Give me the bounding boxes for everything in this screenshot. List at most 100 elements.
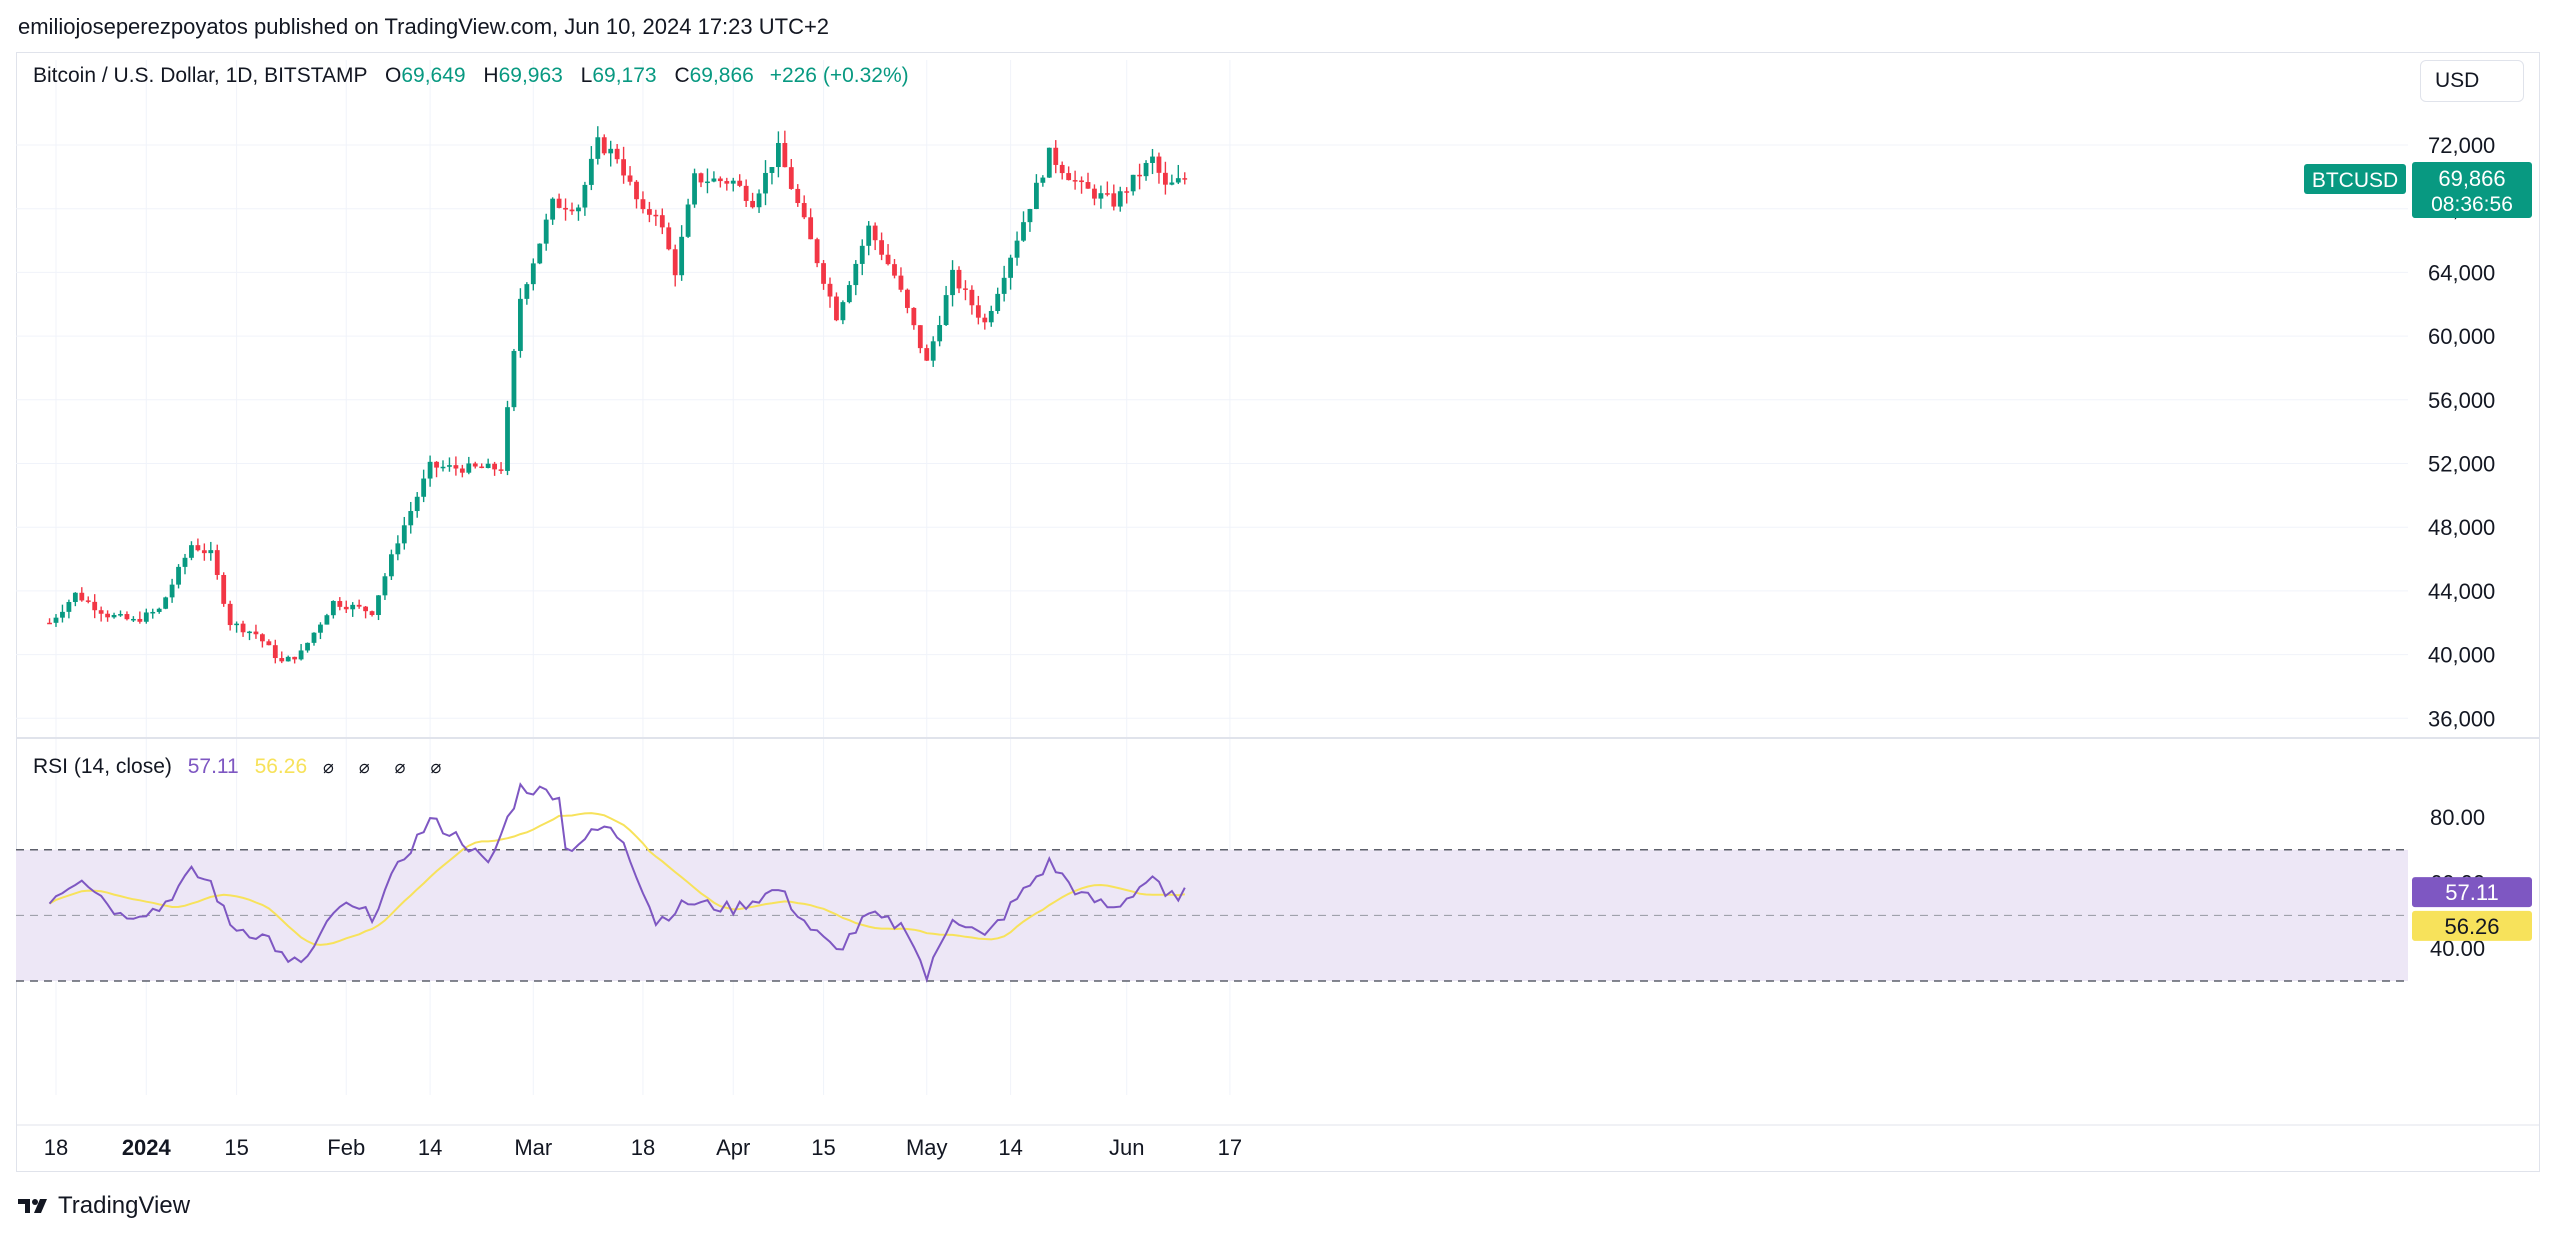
candle-up [447,465,452,467]
tradingview-logo-icon [18,1199,47,1213]
candle-down [266,641,272,646]
candle-down [795,188,801,204]
candle-up [576,207,581,212]
price-tick-label: 36,000 [2428,706,2495,731]
candle-up [311,632,317,643]
candle-up [524,284,530,299]
candle-down [614,148,620,160]
candle-down [1156,156,1162,173]
candle-down [969,289,975,306]
candle-up [537,243,543,264]
rsi-label[interactable]: RSI (14, close) [33,755,172,778]
candle-down [1085,182,1091,189]
tradingview-brand[interactable]: TradingView [18,1192,190,1220]
date-tick-label: 14 [998,1135,1022,1160]
candle-up [324,615,330,625]
price-tick-label: 40,000 [2428,643,2495,668]
candle-down [956,269,962,289]
candle-up [382,576,388,596]
price-legend: Bitcoin / U.S. Dollar, 1D, BITSTAMP O69,… [33,64,909,88]
candle-down [724,181,730,184]
candle-up [1046,147,1052,178]
candle-down [1124,191,1130,193]
date-tick-label: Jun [1109,1135,1144,1160]
price-tick-label: 44,000 [2428,579,2495,604]
candle-up [756,193,762,208]
candle-down [898,275,904,290]
candle-up [595,137,601,159]
candle-down [1163,172,1168,185]
rsi-line [48,782,1186,984]
brand-name: TradingView [58,1192,191,1219]
rsi-legend: RSI (14, close) 57.11 56.26 ⌀ ⌀ ⌀ ⌀ [33,755,451,779]
high-value: 69,963 [498,64,563,87]
price-tick-label: 56,000 [2428,388,2495,413]
candle-down [1059,164,1065,174]
candle-down [124,614,130,620]
candle-up [1143,162,1149,177]
price-badge-countdown: 08:36:56 [2431,193,2513,216]
candle-down [634,181,639,200]
candle-down [1066,173,1072,181]
symbol-label[interactable]: Bitcoin / U.S. Dollar, 1D, BITSTAMP [33,64,368,87]
candle-down [808,217,814,240]
price-tick-label: 60,000 [2428,324,2495,349]
candle-up [330,601,336,616]
candle-up [118,614,123,616]
candle-down [227,603,233,626]
candle-up [182,557,188,567]
rsi-ma-line [49,812,1185,946]
candle-down [1137,174,1142,177]
rsi-lines [48,782,1186,984]
rsi-band-area [16,849,2408,982]
candle-down [621,159,626,176]
candle-up [1098,193,1104,199]
currency-button[interactable]: USD [2420,60,2524,102]
candle-down [363,606,368,612]
open-value: 69,649 [401,64,466,87]
candle-down [137,618,143,622]
candle-down [905,289,910,308]
candle-up [776,142,781,168]
candle-up [234,623,239,626]
candle-up [401,525,407,544]
candle-down [356,604,362,607]
candle-up [866,225,872,246]
rsi-ma-badge [2412,910,2532,941]
date-tick-label: 2024 [122,1135,172,1160]
candle-up [859,245,865,264]
candle-up [730,180,736,184]
date-tick-label: Feb [327,1135,365,1160]
candle-down [982,317,988,323]
candle-up [1008,257,1013,278]
candle-up [543,219,549,244]
candle-up [1040,177,1046,183]
candle-up [395,543,401,555]
candle-up [582,184,588,208]
candle-down [563,207,568,210]
candle-up [318,624,323,633]
candle-up [518,298,523,351]
candle-down [292,656,298,660]
price-badge-value: 69,866 [2438,166,2505,191]
rsi-value: 57.11 [187,755,239,778]
date-tick-label: 14 [418,1135,442,1160]
price-tick-label: 64,000 [2428,260,2495,285]
candle-up [1014,240,1020,258]
candle-up [711,178,717,182]
candle-down [872,225,878,241]
candlesticks [47,126,1188,664]
candle-down [337,601,343,607]
candle-up [679,236,685,276]
candle-up [131,618,136,621]
candle-down [279,658,285,662]
axes: 72,00068,00064,00060,00056,00052,00048,0… [44,133,2532,1160]
candle-up [853,263,859,286]
candle-down [221,574,227,604]
candle-down [343,606,349,610]
candle-down [98,610,104,614]
candle-down [788,167,794,189]
date-tick-label: 15 [224,1135,248,1160]
date-tick-label: 15 [811,1135,835,1160]
